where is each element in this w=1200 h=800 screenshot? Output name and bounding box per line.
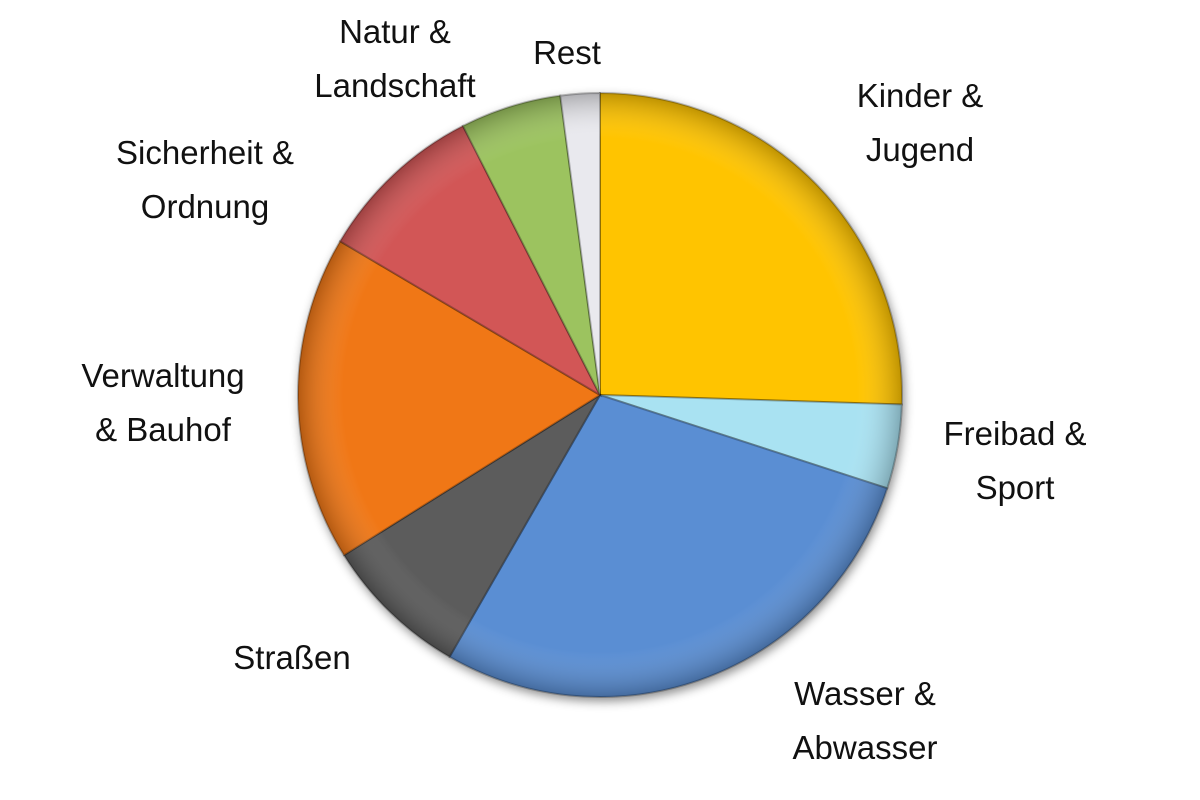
label-line: Rest (533, 34, 601, 71)
slice-label: Sicherheit & Ordnung (116, 134, 294, 225)
label-line: Straßen (233, 639, 350, 676)
slice-label: Verwaltung & Bauhof (81, 357, 244, 448)
label-line: Abwasser (793, 729, 938, 766)
pie (297, 91, 903, 698)
label-line: & Bauhof (95, 411, 232, 448)
label-line: Freibad & (943, 415, 1086, 452)
label-line: Wasser & (794, 675, 936, 712)
label-line: Ordnung (141, 188, 269, 225)
label-line: Landschaft (314, 67, 475, 104)
slice-label: Rest (533, 34, 601, 71)
label-line: Sport (976, 469, 1055, 506)
label-line: Verwaltung (81, 357, 244, 394)
label-line: Jugend (866, 131, 974, 168)
label-line: Sicherheit & (116, 134, 294, 171)
slice-label: Freibad & Sport (943, 415, 1086, 506)
pie-slice (599, 91, 903, 406)
slice-label: Natur & Landschaft (314, 13, 475, 104)
slice-label: Straßen (233, 639, 350, 676)
label-line: Natur & (339, 13, 451, 50)
slice-label: Kinder & Jugend (857, 77, 984, 168)
slice-label: Wasser & Abwasser (793, 675, 938, 766)
label-line: Kinder & (857, 77, 984, 114)
